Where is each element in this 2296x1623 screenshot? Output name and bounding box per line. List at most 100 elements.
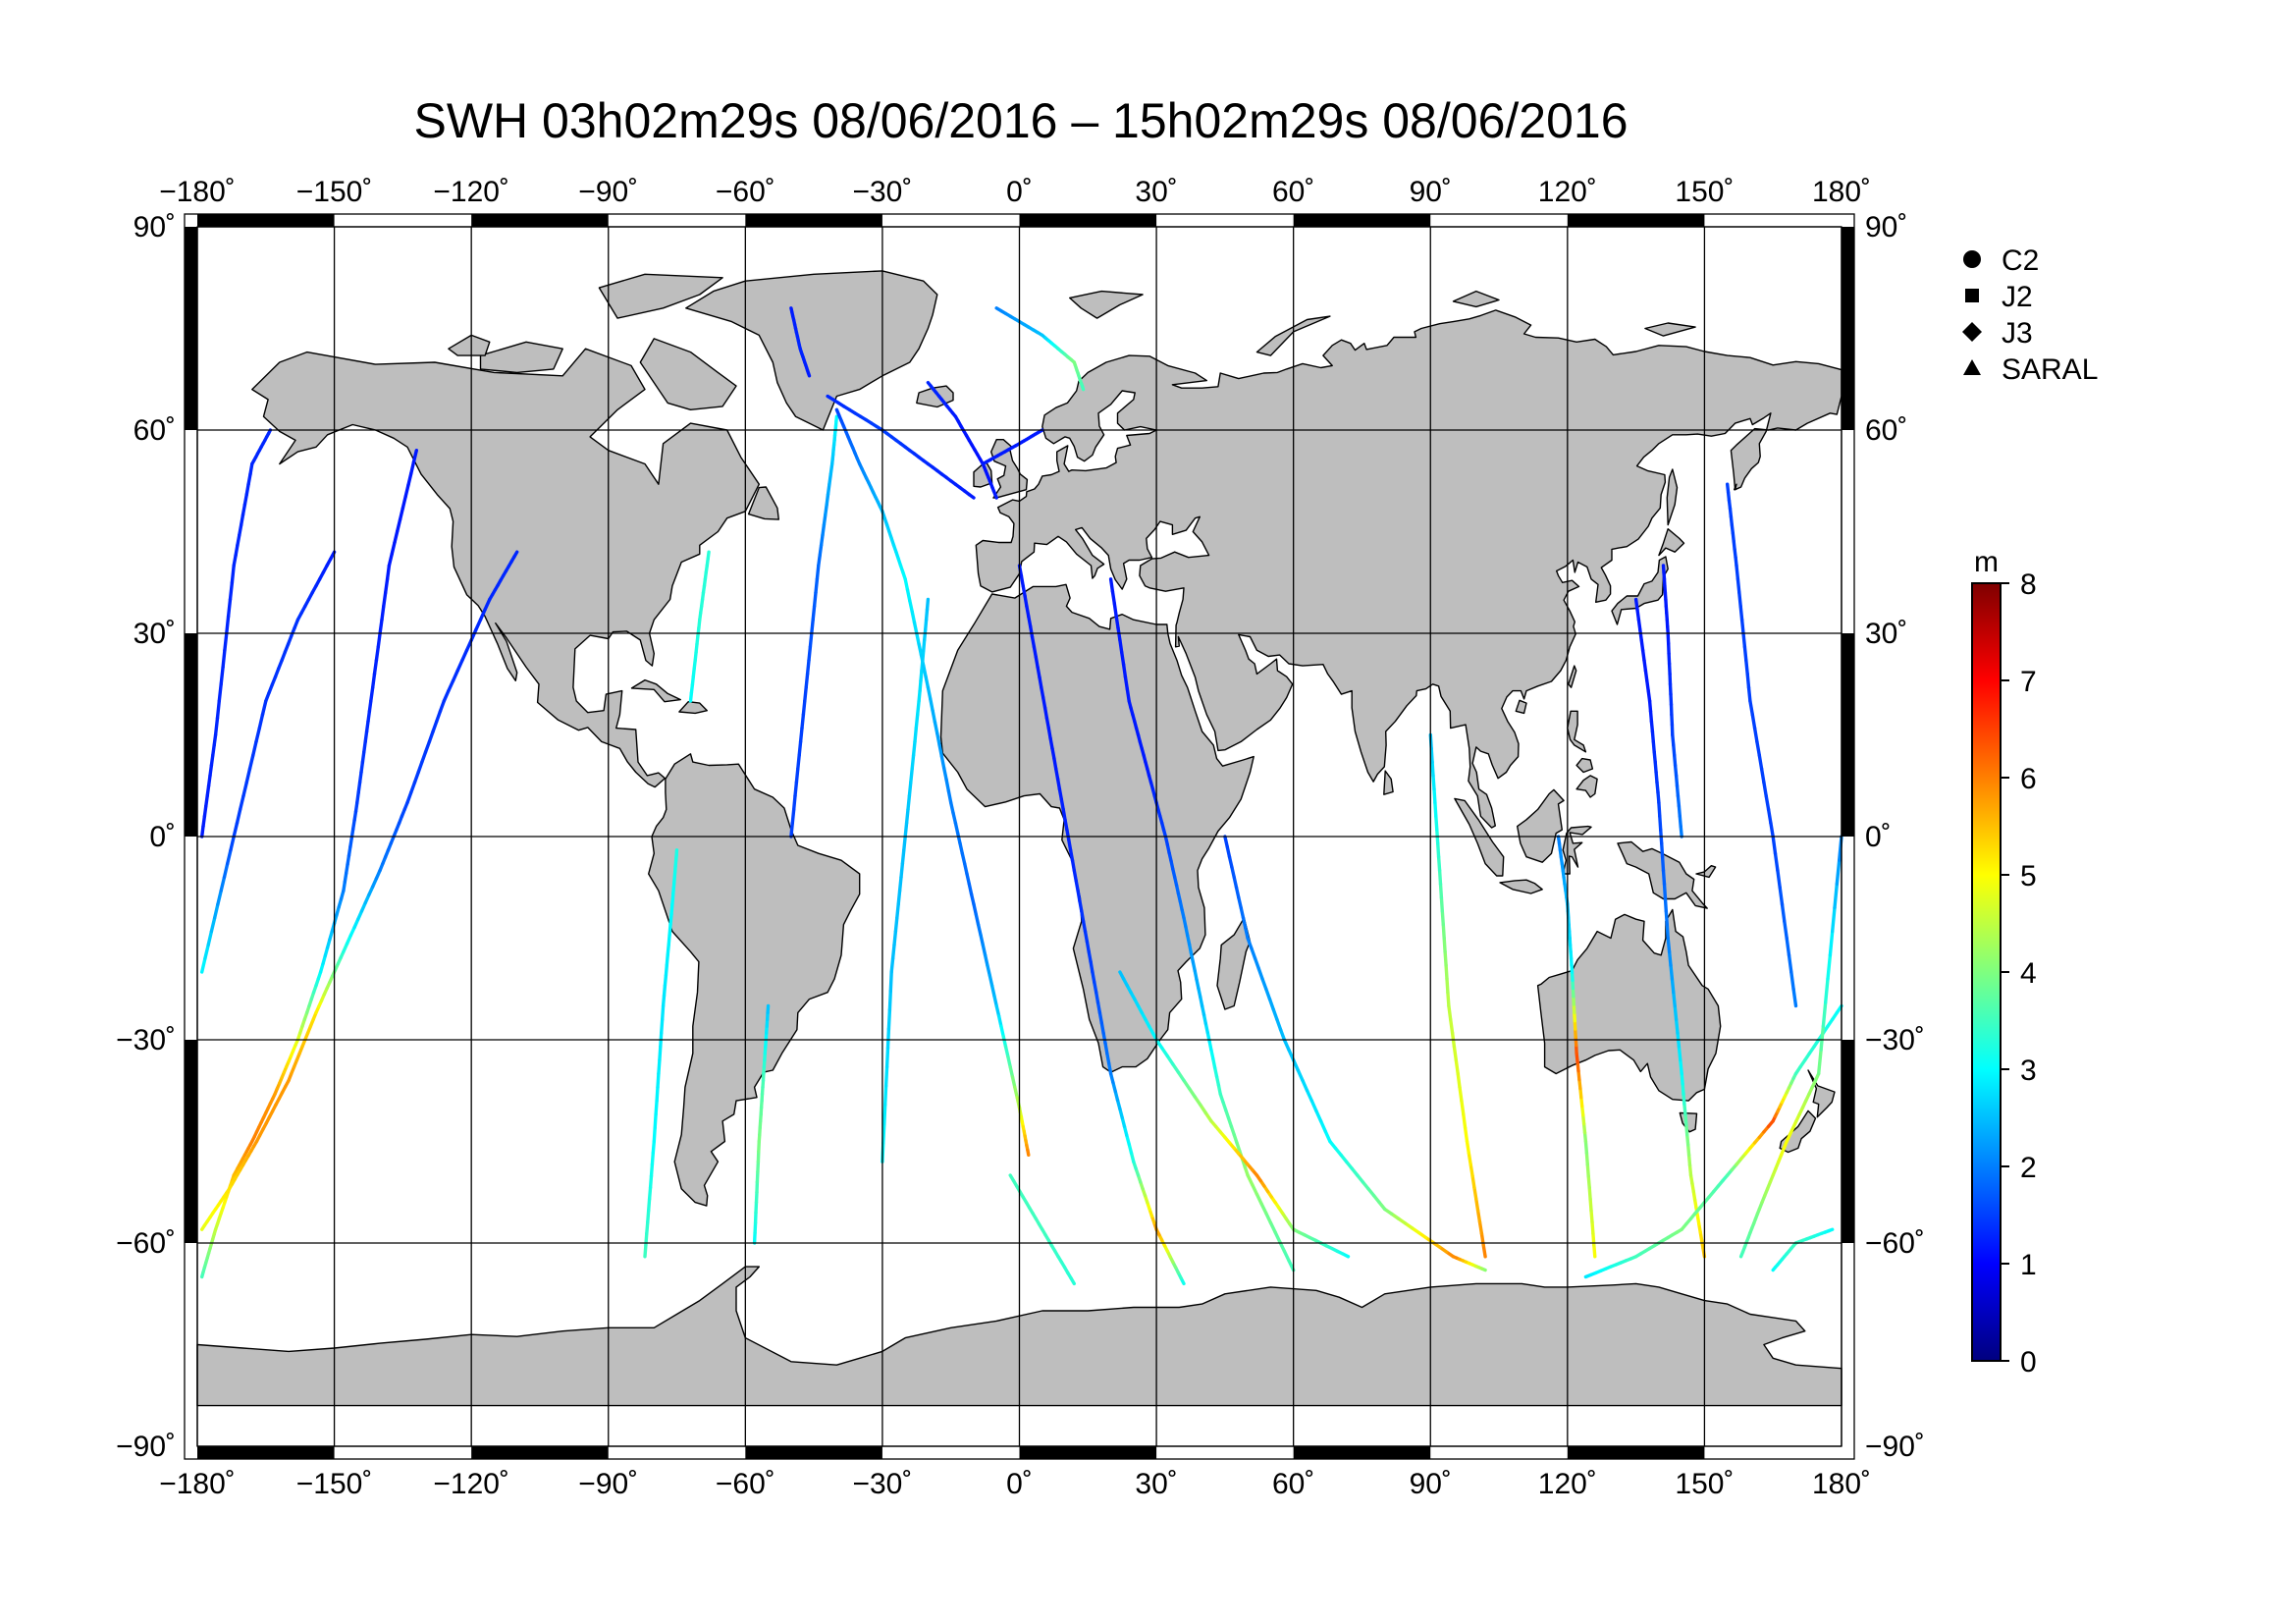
swh-track-segment [1253, 956, 1261, 971]
swh-track-segment [942, 766, 948, 782]
swh-track-segment [757, 1139, 761, 1154]
swh-track-segment [1309, 1099, 1318, 1113]
lon-label-bottom: −150˚ [296, 1468, 373, 1500]
swh-track-segment [1023, 594, 1029, 609]
swh-track-segment [1741, 631, 1747, 649]
swh-track-segment [1223, 835, 1229, 848]
swh-track-segment [1441, 923, 1446, 941]
swh-track-segment [652, 1125, 657, 1144]
swh-track-segment [1759, 767, 1766, 784]
swh-track-segment [796, 753, 801, 771]
swh-track-segment [1583, 1139, 1589, 1155]
swh-track-segment [1103, 1041, 1109, 1055]
swh-track-segment [1255, 1192, 1263, 1206]
swh-track-segment [1556, 835, 1562, 845]
map-title: SWH 03h02m29s 08/06/2016 – 15h02m29s 08/… [413, 93, 1628, 148]
swh-track-segment [1112, 601, 1118, 618]
lon-label-bottom: −30˚ [852, 1468, 912, 1500]
swh-track-segment [1259, 1202, 1268, 1216]
swh-track-segment [1070, 858, 1077, 873]
swh-track-segment [244, 767, 252, 784]
swh-track-segment [951, 811, 958, 825]
swh-track-segment [1682, 1102, 1687, 1116]
swh-track-segment [949, 800, 955, 815]
swh-track-segment [1087, 949, 1093, 964]
swh-track-segment [883, 1064, 889, 1088]
swh-track-segment [512, 550, 519, 559]
swh-track-segment [801, 699, 807, 717]
swh-track-segment [206, 774, 212, 787]
swh-track-segment [1742, 645, 1748, 663]
swh-track-segment [752, 1230, 757, 1245]
swh-track-segment [1034, 655, 1040, 670]
swh-track-segment [1296, 1068, 1305, 1083]
landmass-eurasia [975, 309, 1842, 829]
lon-label-bottom: 30˚ [1135, 1468, 1177, 1500]
frame-bottom-block [1567, 1446, 1705, 1459]
swh-track-segment [793, 781, 799, 798]
swh-track-segment [828, 472, 832, 486]
swh-track-segment [669, 902, 674, 917]
frame-bottom-block [471, 1446, 609, 1459]
swh-track-segment [883, 1084, 888, 1107]
swh-track-segment [1472, 1185, 1478, 1201]
swh-track-segment [1273, 1230, 1282, 1244]
swh-track-segment [1590, 1219, 1595, 1236]
legend-item-label: J2 [2002, 281, 2033, 313]
legend-item-label: J3 [2002, 317, 2033, 350]
lat-label-left: −30˚ [116, 1024, 176, 1056]
swh-track-segment [1679, 824, 1683, 839]
swh-track-segment [1470, 1173, 1476, 1190]
swh-track-segment [1587, 1185, 1592, 1201]
swh-track-segment [1467, 1151, 1472, 1166]
swh-track-segment [393, 529, 400, 545]
swh-track-segment [1436, 855, 1442, 873]
colorbar-tick-label: 2 [2020, 1152, 2037, 1184]
swh-track-segment [1105, 1052, 1111, 1065]
lon-label-top: −60˚ [716, 176, 775, 208]
swh-track-segment [1251, 1182, 1259, 1197]
landmass-ireland [973, 460, 993, 488]
swh-track-segment [1647, 699, 1653, 713]
swh-track-segment [919, 669, 924, 682]
swh-track-segment [882, 1103, 887, 1126]
swh-track-segment [367, 699, 373, 713]
swh-track-segment [1661, 564, 1666, 574]
swh-track-segment [1239, 905, 1246, 920]
swh-track-segment [1282, 1249, 1291, 1263]
swh-track-segment [1314, 1109, 1323, 1123]
lat-label-right: −60˚ [1865, 1227, 1925, 1260]
swh-track-segment [893, 916, 899, 934]
swh-track-segment [396, 517, 402, 533]
swh-track-segment [1684, 1132, 1690, 1147]
swh-track-segment [223, 631, 229, 652]
swh-track-segment [806, 371, 812, 378]
swh-track-segment [474, 618, 483, 632]
swh-track [1556, 835, 1597, 1259]
swh-track-segment [464, 638, 473, 652]
landmass-south-america [648, 753, 861, 1207]
swh-track-segment [1673, 1003, 1679, 1022]
swh-track-segment [817, 553, 822, 568]
swh-track-segment [209, 753, 215, 768]
lon-label-bottom: 180˚ [1812, 1468, 1871, 1500]
frame-top-block [471, 214, 609, 227]
swh-track-segment [1671, 732, 1676, 747]
swh-track-segment [976, 923, 983, 937]
frame-bottom-block [745, 1446, 882, 1459]
landmass-hokkaido [1658, 528, 1685, 557]
swh-track-segment [967, 882, 974, 896]
swh-track-segment [1766, 807, 1773, 825]
swh-track-segment [1025, 604, 1031, 619]
swh-track-segment [240, 503, 247, 516]
swh-track-segment [1667, 662, 1672, 676]
lon-label-bottom: −90˚ [578, 1468, 638, 1500]
swh-track-segment [1442, 936, 1447, 953]
swh-track-segment [1646, 688, 1652, 703]
swh-track-segment [1675, 784, 1681, 798]
swh-track-segment [238, 793, 245, 812]
swh-track-segment [219, 665, 225, 686]
swh-track-segment [983, 953, 989, 967]
swh-track-segment [1448, 1017, 1455, 1035]
swh-track [1725, 482, 1798, 1008]
